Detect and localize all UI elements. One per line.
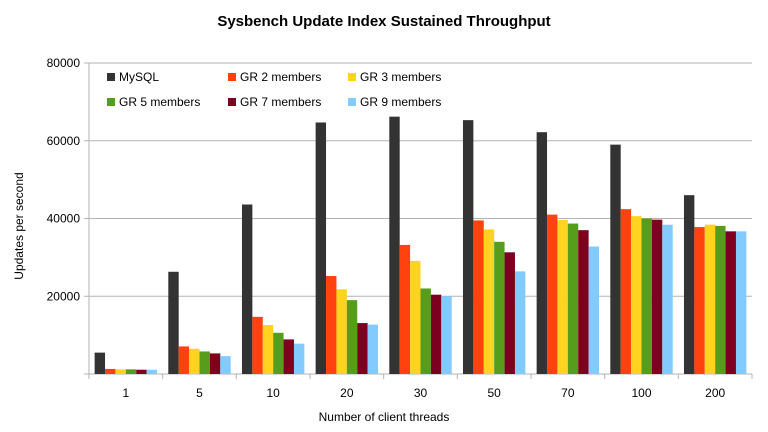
bar: [125, 369, 137, 374]
x-tick-label: 50: [487, 386, 501, 400]
bar: [220, 356, 231, 374]
bar: [651, 219, 663, 374]
bar: [346, 300, 358, 374]
legend-label: MySQL: [119, 70, 159, 84]
x-tick-label: 20: [340, 386, 354, 400]
bar: [483, 229, 495, 374]
bar: [547, 214, 558, 374]
bar: [389, 116, 400, 375]
bar: [704, 224, 716, 374]
bar: [273, 332, 284, 374]
bar: [115, 369, 126, 374]
chart-title: Sysbench Update Index Sustained Throughp…: [217, 13, 551, 30]
bar: [168, 271, 179, 374]
bar: [178, 346, 190, 374]
bar: [326, 276, 337, 374]
bar: [209, 353, 221, 374]
bar: [473, 220, 484, 374]
bar: [283, 339, 294, 374]
legend-swatch: [348, 73, 356, 81]
bar: [430, 294, 442, 374]
bar: [514, 271, 526, 374]
bar: [146, 369, 158, 374]
x-tick-label: 10: [266, 386, 280, 400]
bar: [399, 244, 411, 374]
legend-swatch: [107, 98, 115, 106]
bar: [189, 348, 200, 374]
x-tick-label: 1: [122, 386, 129, 400]
x-tick-label: 100: [631, 386, 651, 400]
bar: [578, 230, 589, 374]
bar: [420, 288, 431, 374]
bar: [94, 352, 106, 374]
legend-label: GR 7 members: [240, 95, 321, 109]
bar: [105, 368, 116, 374]
bar: [683, 195, 695, 374]
y-tick-label: 40000: [47, 212, 81, 226]
legend-label: GR 3 members: [360, 70, 441, 84]
bar: [725, 231, 736, 374]
bar: [336, 289, 347, 374]
bar: [735, 231, 747, 374]
legend-swatch: [107, 73, 115, 81]
bar: [241, 204, 253, 374]
bar: [694, 227, 705, 374]
bar: [588, 246, 600, 374]
bar: [136, 369, 147, 374]
legend-label: GR 5 members: [119, 95, 200, 109]
bar: [715, 225, 726, 374]
bar: [199, 351, 210, 374]
bar: [441, 296, 452, 374]
bar: [567, 223, 579, 374]
bar: [367, 324, 379, 374]
bar: [641, 218, 652, 374]
legend-label: GR 9 members: [360, 95, 441, 109]
bar: [357, 323, 368, 374]
bar: [620, 209, 632, 374]
x-axis-label: Number of client threads: [318, 410, 450, 424]
bar: [557, 220, 568, 374]
legend-label: GR 2 members: [240, 70, 321, 84]
y-tick-label: 20000: [47, 289, 81, 303]
bar: [262, 325, 274, 374]
bar: [631, 216, 642, 374]
bar: [410, 260, 421, 374]
y-tick-label: 60000: [47, 134, 81, 148]
x-tick-label: 200: [705, 386, 725, 400]
bar: [252, 316, 263, 374]
bar: [315, 122, 327, 374]
legend-swatch: [228, 73, 236, 81]
legend-swatch: [228, 98, 236, 106]
bar: [662, 224, 673, 374]
x-tick-label: 30: [414, 386, 428, 400]
legend-swatch: [348, 98, 356, 106]
bar: [462, 120, 474, 375]
bar: [494, 241, 505, 374]
x-tick-label: 70: [561, 386, 575, 400]
y-tick-label: 80000: [47, 56, 81, 70]
bar: [610, 144, 621, 374]
bar: [536, 132, 548, 374]
bar: [293, 343, 305, 374]
x-tick-label: 5: [196, 386, 203, 400]
bar: [504, 252, 515, 374]
